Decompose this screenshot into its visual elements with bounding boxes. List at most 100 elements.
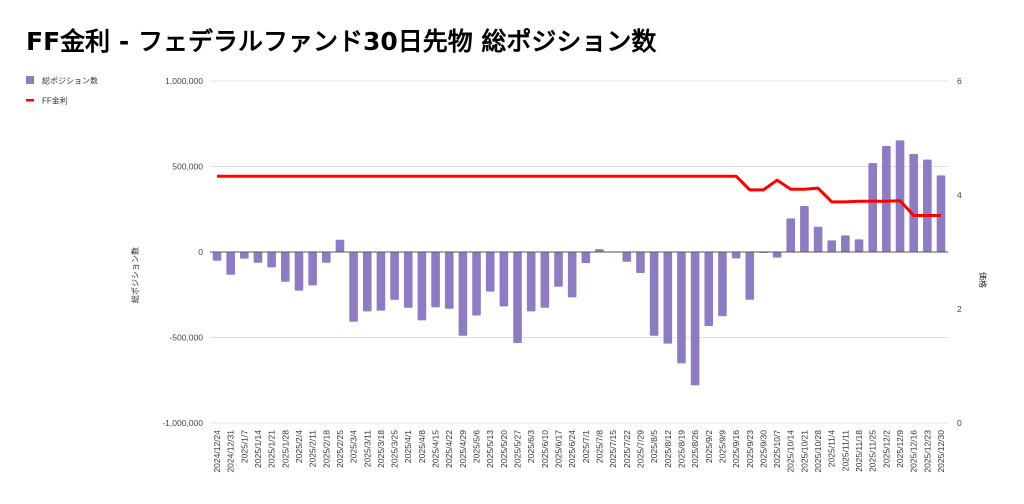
x-tick-label: 2025/10/21	[799, 430, 809, 473]
x-tick-label: 2025/9/23	[745, 430, 755, 468]
y2-tick-label: 4	[957, 190, 962, 200]
x-tick-label: 2025/11/25	[868, 430, 878, 472]
bar	[253, 252, 263, 263]
x-tick-label: 2025/1/14	[253, 430, 263, 468]
ff-rate-line	[217, 174, 941, 218]
x-tick-label: 2024/12/31	[226, 430, 236, 473]
bar	[636, 252, 645, 274]
x-tick-label: 2025/3/18	[376, 430, 386, 468]
x-tick-label: 2025/6/3	[526, 430, 536, 463]
x-tick-label: 2025/9/30	[758, 430, 768, 468]
bar	[622, 252, 632, 262]
x-tick-label: 2025/9/16	[731, 430, 741, 468]
x-tick-label: 2025/4/15	[431, 430, 441, 468]
bar	[267, 252, 276, 268]
x-tick-label: 2025/2/4	[294, 430, 304, 463]
x-tick-label: 2025/12/9	[895, 430, 905, 468]
bar	[444, 252, 454, 309]
bar	[567, 252, 577, 298]
bar	[827, 240, 837, 252]
y2-tick-label: 6	[957, 76, 962, 86]
x-tick-label: 2025/2/11	[308, 430, 318, 467]
legend-bar-swatch	[26, 76, 34, 84]
bar	[854, 239, 864, 252]
line-series	[217, 174, 941, 218]
x-tick-label: 2025/8/12	[663, 430, 673, 468]
bar	[690, 252, 700, 386]
y2-axis-title: 価格	[978, 272, 988, 288]
x-tick-label: 2025/11/4	[827, 430, 837, 467]
x-tick-label: 2025/4/1	[403, 430, 413, 463]
y2-tick-label: 2	[957, 304, 962, 314]
bar	[472, 252, 481, 316]
bar	[841, 235, 850, 252]
x-tick-label: 2025/1/7	[239, 430, 249, 463]
gridlines	[210, 80, 948, 424]
bar	[376, 252, 386, 311]
x-tick-label: 2025/11/18	[854, 430, 864, 472]
x-tick-label: 2025/11/11	[840, 430, 850, 472]
bar	[745, 252, 755, 300]
bar	[458, 252, 468, 336]
x-tick-label: 2025/7/15	[608, 430, 618, 468]
bar	[923, 159, 932, 252]
x-tick-label: 2025/10/28	[813, 430, 823, 473]
right-axis-ticks: 6 4 2 0	[957, 76, 962, 428]
legend-line-label: FF金利	[42, 96, 68, 106]
bar	[485, 252, 495, 292]
bar	[882, 145, 891, 252]
bar	[431, 252, 440, 308]
bar	[936, 175, 946, 252]
x-tick-label: 2025/1/21	[267, 430, 277, 468]
x-tick-label: 2025/5/27	[513, 430, 523, 468]
x-tick-label: 2025/8/19	[676, 430, 686, 468]
y-tick-label: 1,000,000	[165, 76, 203, 86]
bar	[663, 252, 673, 344]
x-tick-label: 2025/12/23	[922, 430, 932, 473]
x-tick-label: 2025/9/2	[704, 430, 714, 463]
legend: 総ポジション数 FF金利	[26, 76, 98, 106]
y-axis-title: 総ポジション数	[130, 247, 140, 303]
bar	[895, 140, 905, 252]
legend-line-swatch	[26, 99, 34, 102]
y-tick-label: -1,000,000	[162, 418, 203, 428]
x-tick-label: 2025/10/14	[786, 430, 796, 473]
x-tick-label: 2025/12/2	[881, 430, 891, 468]
bar	[212, 252, 222, 261]
bar	[540, 252, 550, 308]
chart-title: FF金利 - フェデラルファンド30日先物 総ポジション数	[26, 27, 657, 56]
x-tick-label: 2025/5/20	[499, 430, 509, 468]
bar-series	[212, 140, 946, 386]
y-tick-label: 0	[198, 247, 203, 257]
bar	[281, 252, 290, 282]
x-tick-label: 2025/1/28	[280, 430, 290, 468]
x-tick-label: 2025/4/22	[444, 430, 454, 468]
bar	[390, 252, 399, 300]
x-tick-label: 2025/8/26	[690, 430, 700, 468]
bar	[813, 226, 823, 252]
bar	[417, 252, 427, 321]
x-axis-ticks: 2024/12/24 2024/12/31 2025/1/7 2025/1/14 202…	[212, 430, 946, 473]
bar	[294, 252, 304, 291]
x-tick-label: 2025/6/10	[540, 430, 550, 468]
bar	[704, 252, 714, 327]
bar	[772, 252, 782, 258]
left-axis-ticks: 1,000,000 500,000 0 -500,000 -1,000,000	[162, 76, 203, 428]
x-tick-label: 2025/3/4	[349, 430, 359, 463]
y-tick-label: 500,000	[172, 162, 203, 172]
bar	[581, 252, 591, 263]
bar	[909, 154, 918, 252]
bar	[731, 252, 741, 259]
x-tick-label: 2025/7/29	[635, 430, 645, 468]
x-tick-label: 2025/10/7	[772, 430, 782, 468]
bar	[335, 239, 345, 252]
x-tick-label: 2025/9/9	[717, 430, 727, 463]
bar	[403, 252, 413, 308]
x-tick-label: 2025/8/5	[649, 430, 659, 463]
bar	[499, 252, 509, 307]
bar	[308, 252, 317, 286]
bar	[362, 252, 372, 312]
bar	[240, 252, 249, 259]
bar	[349, 252, 358, 322]
